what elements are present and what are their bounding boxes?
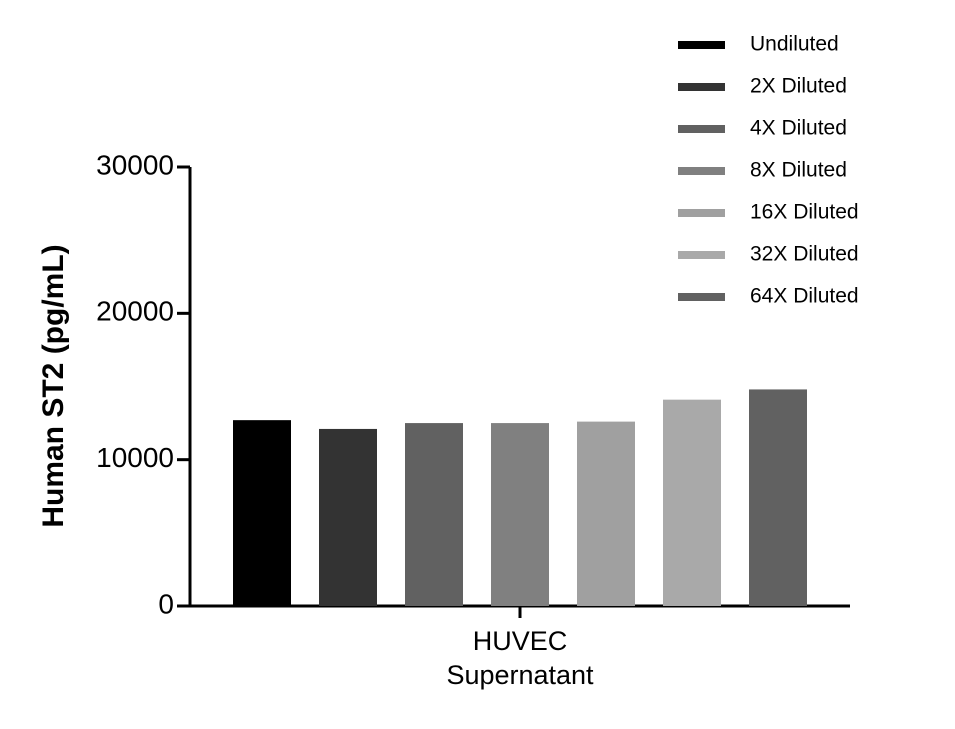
legend-swatch (678, 251, 725, 259)
bar (663, 399, 721, 606)
legend-label: Undiluted (750, 33, 839, 56)
bar (749, 389, 807, 606)
y-tick-label: 30000 (96, 149, 174, 180)
legend-label: 8X Diluted (750, 159, 847, 182)
x-tick-label: HUVEC Supernatant (446, 626, 594, 690)
legend-swatch (678, 125, 725, 133)
bar (233, 420, 291, 606)
y-tick-label: 0 (158, 588, 174, 619)
bar (491, 423, 549, 606)
legend-swatch (678, 83, 725, 91)
legend-label: 2X Diluted (750, 75, 847, 98)
legend-label: 32X Diluted (750, 243, 859, 266)
legend-label: 64X Diluted (750, 285, 859, 308)
legend-label: 4X Diluted (750, 117, 847, 140)
bar (577, 421, 635, 606)
y-axis-title: Human ST2 (pg/mL) (37, 244, 70, 527)
legend-label: 16X Diluted (750, 201, 859, 224)
y-tick-label: 10000 (96, 442, 174, 473)
bar (405, 423, 463, 606)
bar (319, 428, 377, 606)
legend-swatch (678, 209, 725, 217)
legend-swatch (678, 293, 725, 301)
legend-swatch (678, 167, 725, 175)
y-tick-label: 20000 (96, 296, 174, 327)
legend-swatch (678, 41, 725, 49)
